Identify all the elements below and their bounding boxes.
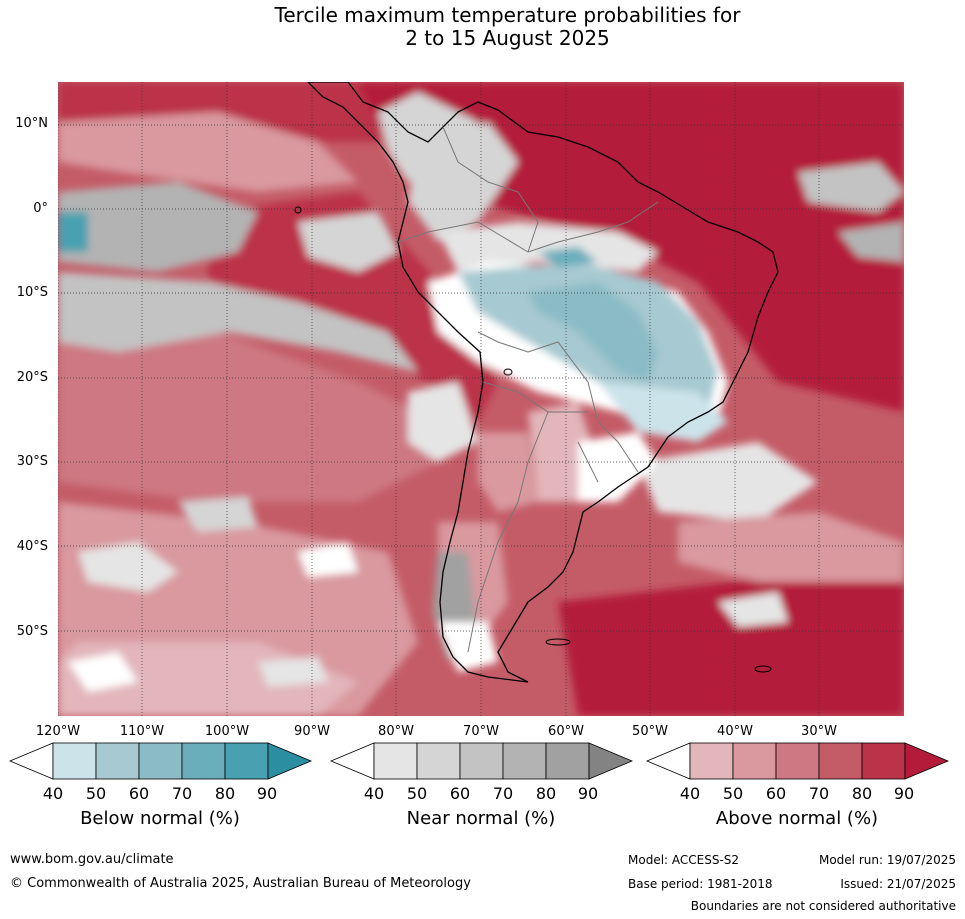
cbar-tick: 90	[893, 784, 915, 803]
colorbar-segment	[138, 742, 183, 780]
probability-fields	[58, 82, 904, 716]
cbar-tick: 60	[128, 784, 150, 803]
cbar-tick: 60	[449, 784, 471, 803]
cbar-tick: 70	[492, 784, 514, 803]
lat-label: 10°N	[15, 116, 48, 131]
colorbar-segment	[373, 742, 418, 780]
colorbar-segment	[775, 742, 820, 780]
colorbar-below-normal	[8, 742, 313, 780]
lat-lon-grid	[58, 82, 904, 716]
map-title: Tercile maximum temperature probabilitie…	[0, 4, 965, 50]
lon-label: 50°W	[632, 724, 668, 739]
colorbar-label-near: Near normal (%)	[406, 808, 556, 829]
galapagos-islands	[294, 206, 302, 214]
colorbar-segment	[689, 742, 734, 780]
lat-label: 40°S	[16, 539, 48, 554]
country-borders	[397, 126, 659, 653]
cbar-tick: 40	[363, 784, 385, 803]
cbar-tick: 40	[679, 784, 701, 803]
footer-disclaimer: Boundaries are not considered authoritat…	[690, 899, 956, 913]
colorbar-min-triangle	[8, 742, 54, 780]
colorbar-segment	[818, 742, 863, 780]
colorbar-min-triangle	[329, 742, 375, 780]
colorbar-segment	[459, 742, 504, 780]
colorbar-above-normal	[645, 742, 950, 780]
cbar-tick: 40	[42, 784, 64, 803]
cbar-tick: 50	[85, 784, 107, 803]
colorbar-segment	[502, 742, 547, 780]
lat-label: 0°	[33, 201, 48, 216]
colorbar-below-svg	[8, 742, 313, 780]
lon-label: 120°W	[35, 724, 81, 739]
lon-label: 110°W	[119, 724, 165, 739]
colorbar-segment	[861, 742, 906, 780]
lat-label: 30°S	[16, 454, 48, 469]
map-canvas	[58, 82, 904, 716]
lon-label: 100°W	[204, 724, 250, 739]
lon-label: 30°W	[801, 724, 837, 739]
colorbar-near-svg	[329, 742, 634, 780]
colorbar-segment	[181, 742, 226, 780]
colorbar-min-triangle	[645, 742, 691, 780]
cbar-tick: 50	[722, 784, 744, 803]
colorbar-max-triangle	[267, 742, 313, 780]
lon-label: 70°W	[463, 724, 499, 739]
colorbar-max-triangle	[588, 742, 634, 780]
colorbar-label-above: Above normal (%)	[715, 808, 879, 829]
lat-label: 10°S	[16, 285, 48, 300]
lon-label: 40°W	[717, 724, 753, 739]
cbar-tick: 70	[171, 784, 193, 803]
colorbar-segment	[95, 742, 140, 780]
footer-website: www.bom.gov.au/climate	[10, 852, 174, 867]
falkland-islands	[545, 638, 571, 646]
cbar-tick: 80	[851, 784, 873, 803]
colorbar-label-below: Below normal (%)	[80, 808, 240, 829]
footer-base-period: Base period: 1981-2018	[628, 877, 773, 891]
lat-label: 50°S	[16, 624, 48, 639]
title-line-2: 2 to 15 August 2025	[405, 26, 610, 50]
lat-label: 20°S	[16, 370, 48, 385]
title-line-1: Tercile maximum temperature probabilitie…	[274, 3, 741, 27]
colorbar-segment	[732, 742, 777, 780]
colorbar-near-normal	[329, 742, 634, 780]
lon-label: 90°W	[294, 724, 330, 739]
colorbar-segment	[224, 742, 269, 780]
footer-copyright: © Commonwealth of Australia 2025, Austra…	[10, 876, 471, 891]
coastline	[307, 82, 779, 683]
probability-map	[58, 82, 904, 716]
colorbar-segment	[416, 742, 461, 780]
cbar-tick: 80	[535, 784, 557, 803]
cbar-tick: 90	[577, 784, 599, 803]
footer-model-run: Model run: 19/07/2025	[818, 853, 956, 867]
cbar-tick: 50	[406, 784, 428, 803]
cbar-tick: 70	[808, 784, 830, 803]
footer-model: Model: ACCESS-S2	[628, 853, 740, 867]
colorbar-max-triangle	[904, 742, 950, 780]
colorbar-segment	[52, 742, 97, 780]
colorbar-above-svg	[645, 742, 950, 780]
lake-titicaca	[503, 368, 513, 376]
colorbar-segment	[545, 742, 590, 780]
cbar-tick: 60	[765, 784, 787, 803]
south-georgia	[754, 665, 772, 673]
footer-issued: Issued: 21/07/2025	[840, 877, 956, 891]
cbar-tick: 80	[214, 784, 236, 803]
cbar-tick: 90	[256, 784, 278, 803]
lon-label: 60°W	[548, 724, 584, 739]
lon-label: 80°W	[378, 724, 414, 739]
